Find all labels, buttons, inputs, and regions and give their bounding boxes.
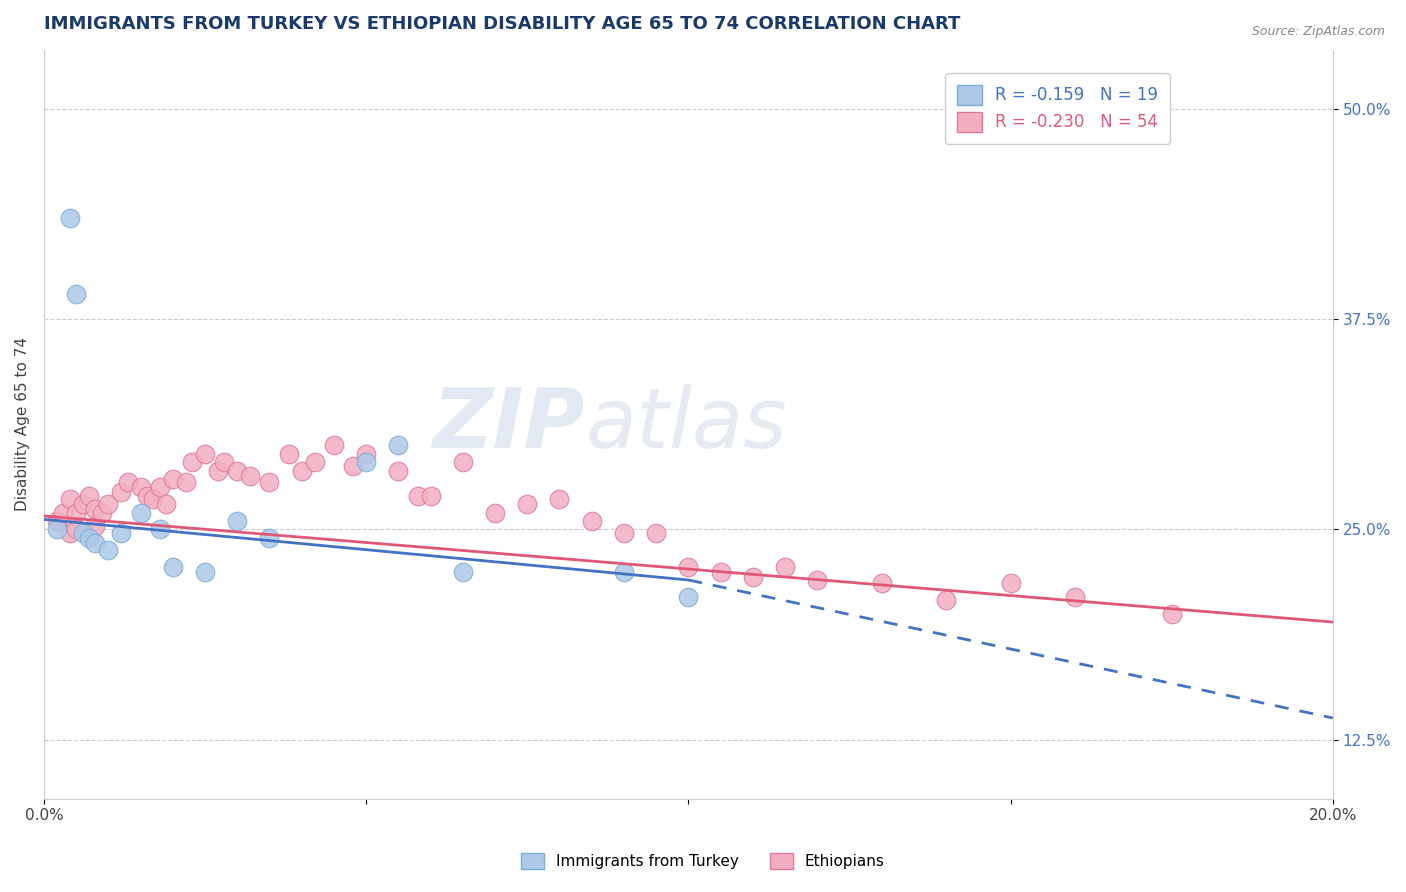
Point (181, 455, 204, 469)
Point (406, 489, 429, 503)
Point (226, 514, 249, 528)
Text: atlas: atlas (585, 384, 787, 465)
Point (741, 569, 763, 583)
Point (613, 565, 636, 579)
Legend: Immigrants from Turkey, Ethiopians: Immigrants from Turkey, Ethiopians (515, 847, 891, 875)
Point (149, 480, 172, 494)
Point (90, 506, 112, 520)
Point (59, 211, 82, 226)
Point (322, 438, 344, 452)
Point (45, 523, 67, 537)
Point (59, 525, 82, 540)
Point (65, 506, 87, 520)
Text: Source: ZipAtlas.com: Source: ZipAtlas.com (1251, 25, 1385, 38)
Point (129, 506, 152, 520)
Point (162, 472, 184, 486)
Point (226, 464, 249, 478)
Point (110, 525, 132, 540)
Point (1064, 590, 1087, 604)
Text: ZIP: ZIP (433, 384, 585, 465)
Point (97, 497, 120, 511)
Point (1000, 576, 1022, 591)
Point (484, 506, 506, 520)
Point (84, 502, 107, 516)
Point (277, 447, 299, 461)
Point (387, 464, 409, 478)
Point (194, 447, 217, 461)
Y-axis label: Disability Age 65 to 74: Disability Age 65 to 74 (15, 337, 30, 511)
Point (516, 497, 538, 511)
Point (342, 458, 364, 473)
Point (162, 559, 184, 574)
Point (678, 590, 700, 604)
Point (149, 523, 172, 537)
Legend: R = -0.159   N = 19, R = -0.230   N = 54: R = -0.159 N = 19, R = -0.230 N = 54 (945, 73, 1170, 144)
Point (84, 519, 107, 533)
Point (129, 480, 152, 494)
Point (52, 506, 75, 520)
Point (207, 464, 229, 478)
Point (419, 489, 441, 503)
Point (354, 455, 377, 469)
Point (259, 531, 281, 545)
Point (142, 492, 165, 507)
Point (155, 497, 177, 511)
Point (806, 573, 828, 587)
Point (77, 531, 100, 545)
Point (451, 455, 474, 469)
Point (77, 489, 100, 503)
Point (870, 576, 893, 591)
Point (72, 525, 94, 540)
Point (259, 475, 281, 490)
Text: IMMIGRANTS FROM TURKEY VS ETHIOPIAN DISABILITY AGE 65 TO 74 CORRELATION CHART: IMMIGRANTS FROM TURKEY VS ETHIOPIAN DISA… (44, 15, 960, 33)
Point (45, 514, 67, 528)
Point (773, 559, 796, 574)
Point (214, 455, 236, 469)
Point (97, 542, 120, 557)
Point (678, 559, 700, 574)
Point (387, 438, 409, 452)
Point (110, 485, 132, 500)
Point (194, 565, 217, 579)
Point (354, 447, 377, 461)
Point (645, 525, 668, 540)
Point (65, 286, 87, 301)
Point (613, 525, 636, 540)
Point (291, 464, 314, 478)
Point (72, 497, 94, 511)
Point (709, 565, 731, 579)
Point (304, 455, 326, 469)
Point (174, 475, 197, 490)
Point (84, 536, 107, 550)
Point (581, 514, 603, 528)
Point (65, 523, 87, 537)
Point (451, 565, 474, 579)
Point (935, 593, 957, 607)
Point (136, 489, 159, 503)
Point (548, 492, 571, 507)
Point (59, 492, 82, 507)
Point (117, 475, 139, 490)
Point (1160, 607, 1182, 621)
Point (239, 468, 262, 483)
